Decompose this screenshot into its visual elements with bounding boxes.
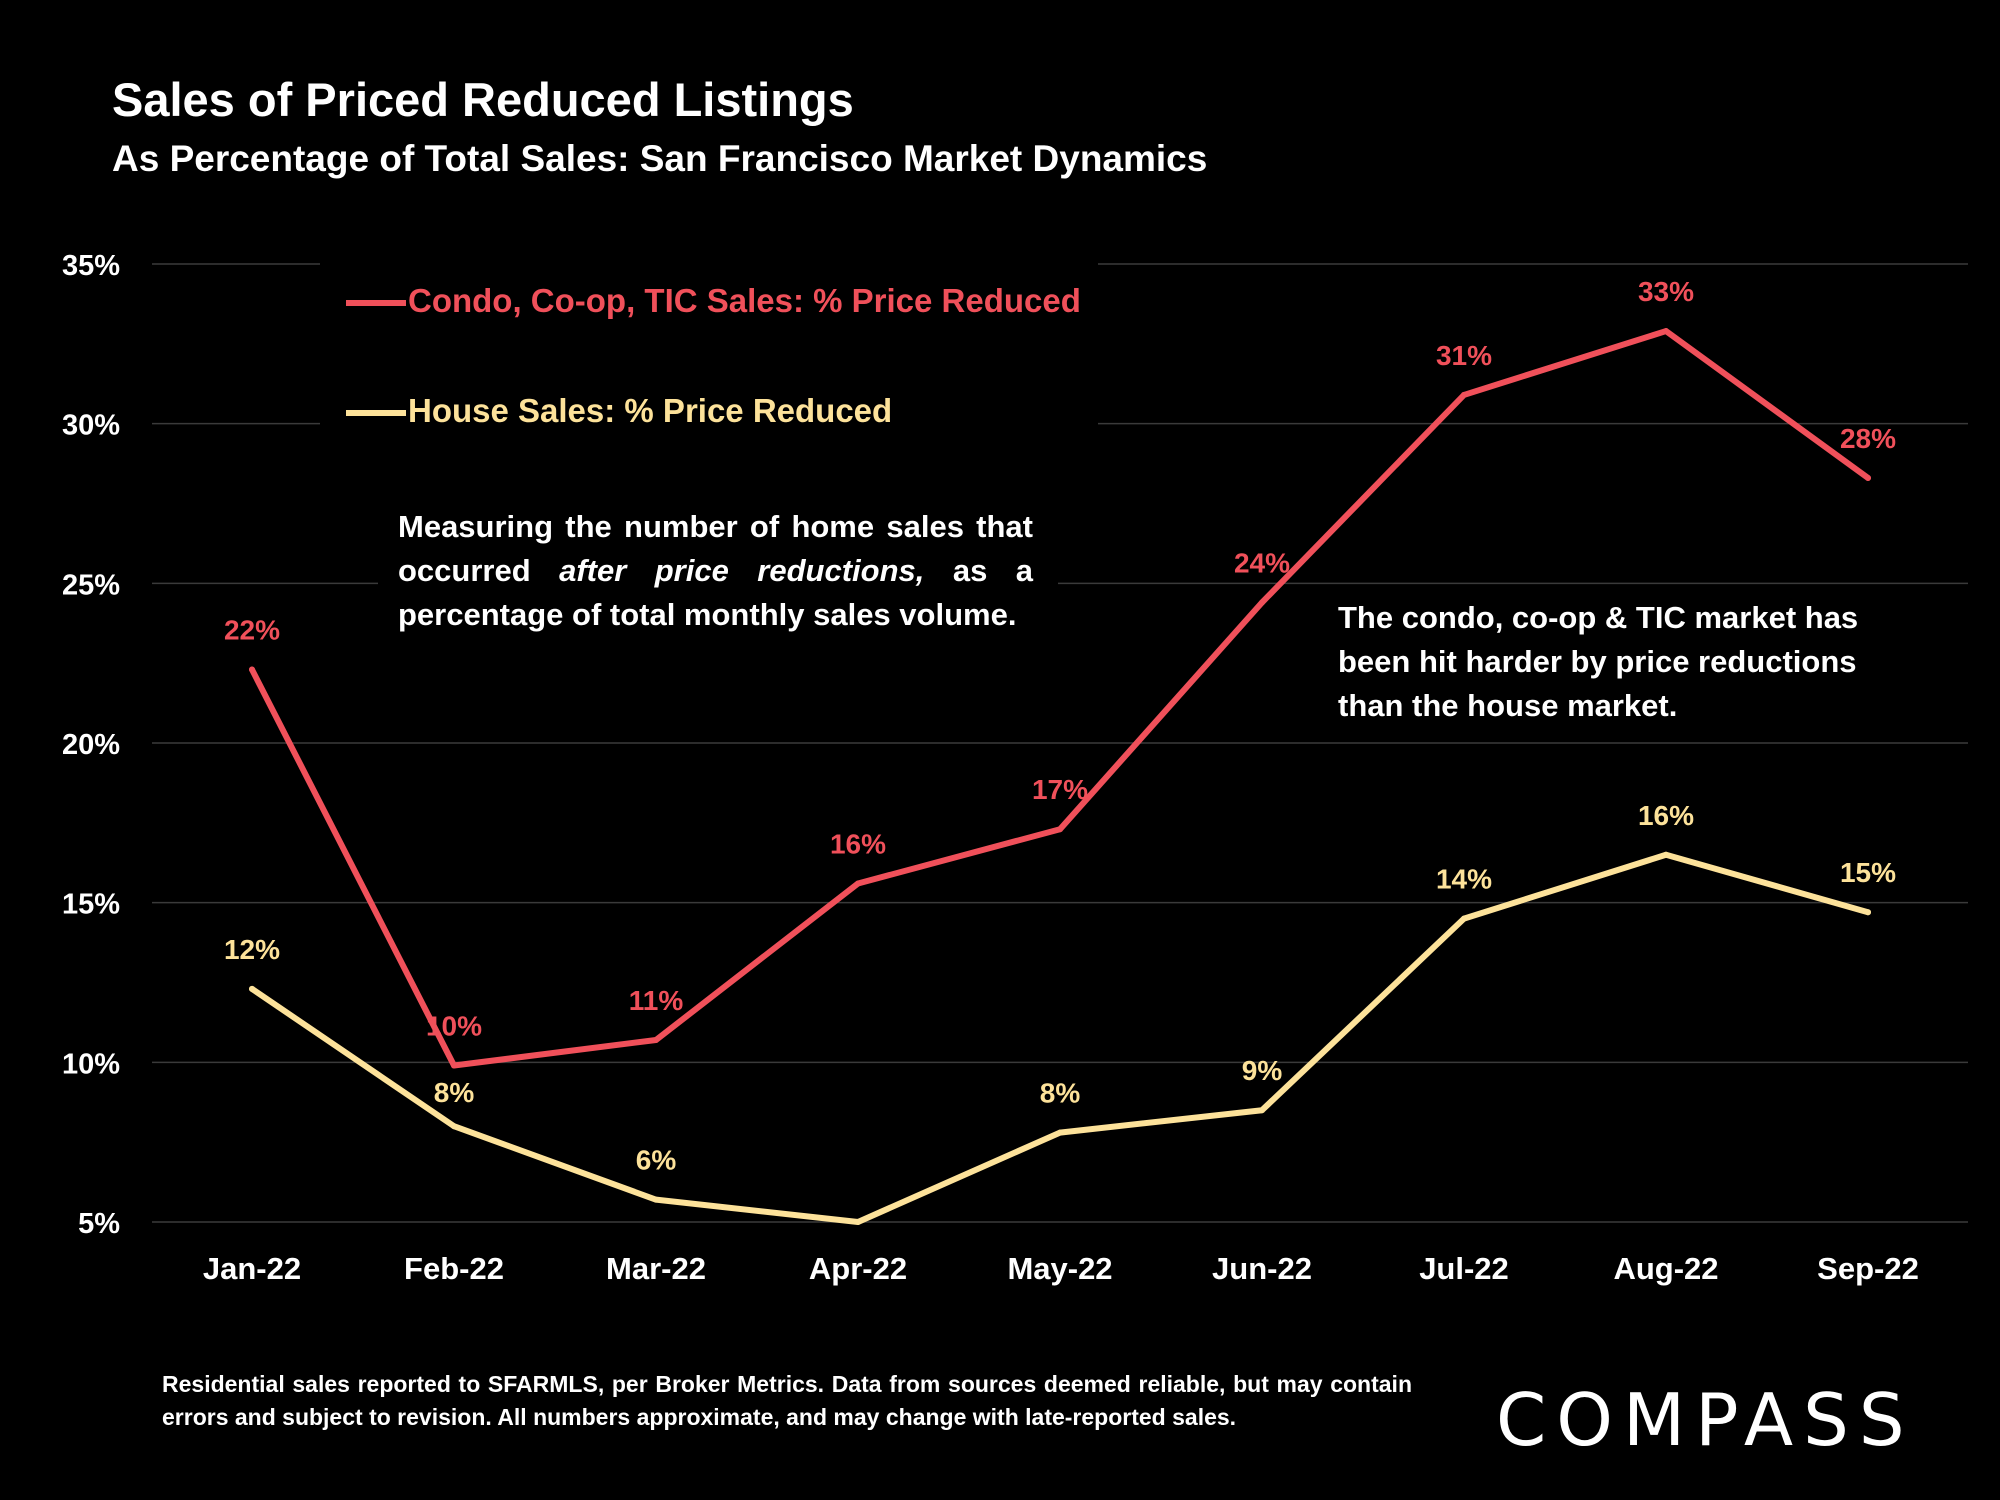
legend-background bbox=[320, 240, 1098, 430]
note-background bbox=[378, 490, 1058, 640]
data-point-house bbox=[249, 985, 255, 992]
data-point-condo bbox=[1057, 826, 1063, 833]
legend-label-condo: Condo, Co-op, TIC Sales: % Price Reduced bbox=[408, 282, 1081, 319]
data-label-condo: 16% bbox=[830, 829, 886, 860]
data-point-house bbox=[1057, 1129, 1063, 1136]
data-label-condo: 33% bbox=[1638, 276, 1694, 307]
data-point-house bbox=[1865, 909, 1871, 916]
measurement-note-emphasis: after price reductions, bbox=[559, 553, 925, 588]
data-point-condo bbox=[1663, 328, 1669, 335]
data-point-house bbox=[855, 1219, 861, 1225]
data-label-condo: 10% bbox=[426, 1011, 482, 1042]
chart-subtitle: As Percentage of Total Sales: San Franci… bbox=[112, 138, 1208, 179]
legend-swatch-condo bbox=[346, 300, 406, 307]
y-tick-label: 15% bbox=[62, 889, 120, 921]
y-tick-label: 30% bbox=[62, 410, 120, 442]
x-tick-label: Jan-22 bbox=[203, 1251, 301, 1286]
measurement-note-start: Measuring the number of home sales that … bbox=[398, 509, 1033, 588]
x-tick-label: May-22 bbox=[1007, 1251, 1112, 1286]
x-tick-label: Aug-22 bbox=[1613, 1251, 1718, 1286]
data-label-house: 8% bbox=[434, 1077, 475, 1108]
y-tick-label: 10% bbox=[62, 1048, 120, 1080]
measurement-note: Measuring the number of home sales that … bbox=[398, 505, 1033, 637]
data-point-house bbox=[653, 1196, 659, 1203]
data-point-house bbox=[1663, 851, 1669, 858]
data-point-condo bbox=[1259, 599, 1265, 606]
data-point-house bbox=[1461, 915, 1467, 922]
measurement-note-end: as a percentage of total monthly sales v… bbox=[398, 553, 1033, 632]
data-point-condo bbox=[1865, 474, 1871, 481]
series-line-house bbox=[249, 851, 1871, 1225]
data-label-condo: 28% bbox=[1840, 423, 1896, 454]
data-label-house: 6% bbox=[636, 1145, 677, 1176]
source-footnote: Residential sales reported to SFARMLS, p… bbox=[162, 1371, 1412, 1430]
x-tick-label: Mar-22 bbox=[606, 1251, 706, 1286]
x-tick-label: Apr-22 bbox=[809, 1251, 907, 1286]
comparison-note: The condo, co-op & TIC market has been h… bbox=[1338, 600, 1859, 723]
data-point-house bbox=[451, 1123, 457, 1130]
x-tick-label: Jun-22 bbox=[1212, 1251, 1312, 1286]
x-tick-label: Sep-22 bbox=[1817, 1251, 1919, 1286]
compass-logo: COMPASS bbox=[1496, 1378, 1915, 1462]
data-label-condo: 17% bbox=[1032, 774, 1088, 805]
y-tick-label: 35% bbox=[62, 250, 120, 282]
y-tick-label: 5% bbox=[78, 1208, 120, 1240]
data-point-condo bbox=[451, 1062, 457, 1069]
data-point-condo bbox=[1461, 391, 1467, 398]
data-label-condo: 22% bbox=[224, 615, 280, 646]
data-point-condo bbox=[249, 666, 255, 673]
data-label-house: 16% bbox=[1638, 800, 1694, 831]
chart-title: Sales of Priced Reduced Listings bbox=[112, 73, 854, 126]
x-tick-label: Feb-22 bbox=[404, 1251, 504, 1286]
data-label-house: 14% bbox=[1436, 864, 1492, 895]
legend-entry-house: House Sales: % Price Reduced bbox=[346, 392, 892, 430]
y-tick-label: 20% bbox=[62, 729, 120, 761]
data-label-house: 15% bbox=[1840, 857, 1896, 888]
legend-entry-condo: Condo, Co-op, TIC Sales: % Price Reduced bbox=[346, 282, 1081, 320]
data-label-condo: 24% bbox=[1234, 547, 1290, 578]
data-point-house bbox=[1259, 1107, 1265, 1114]
y-tick-label: 25% bbox=[62, 569, 120, 601]
data-point-condo bbox=[653, 1036, 659, 1043]
legend-swatch-house bbox=[346, 410, 406, 417]
data-label-condo: 11% bbox=[629, 985, 684, 1016]
data-label-house: 9% bbox=[1242, 1055, 1283, 1086]
data-label-condo: 31% bbox=[1436, 340, 1492, 371]
data-label-house: 12% bbox=[224, 934, 280, 965]
data-label-house: 8% bbox=[1040, 1078, 1081, 1109]
legend-label-house: House Sales: % Price Reduced bbox=[408, 392, 893, 429]
data-point-condo bbox=[855, 880, 861, 887]
x-tick-label: Jul-22 bbox=[1419, 1251, 1509, 1286]
